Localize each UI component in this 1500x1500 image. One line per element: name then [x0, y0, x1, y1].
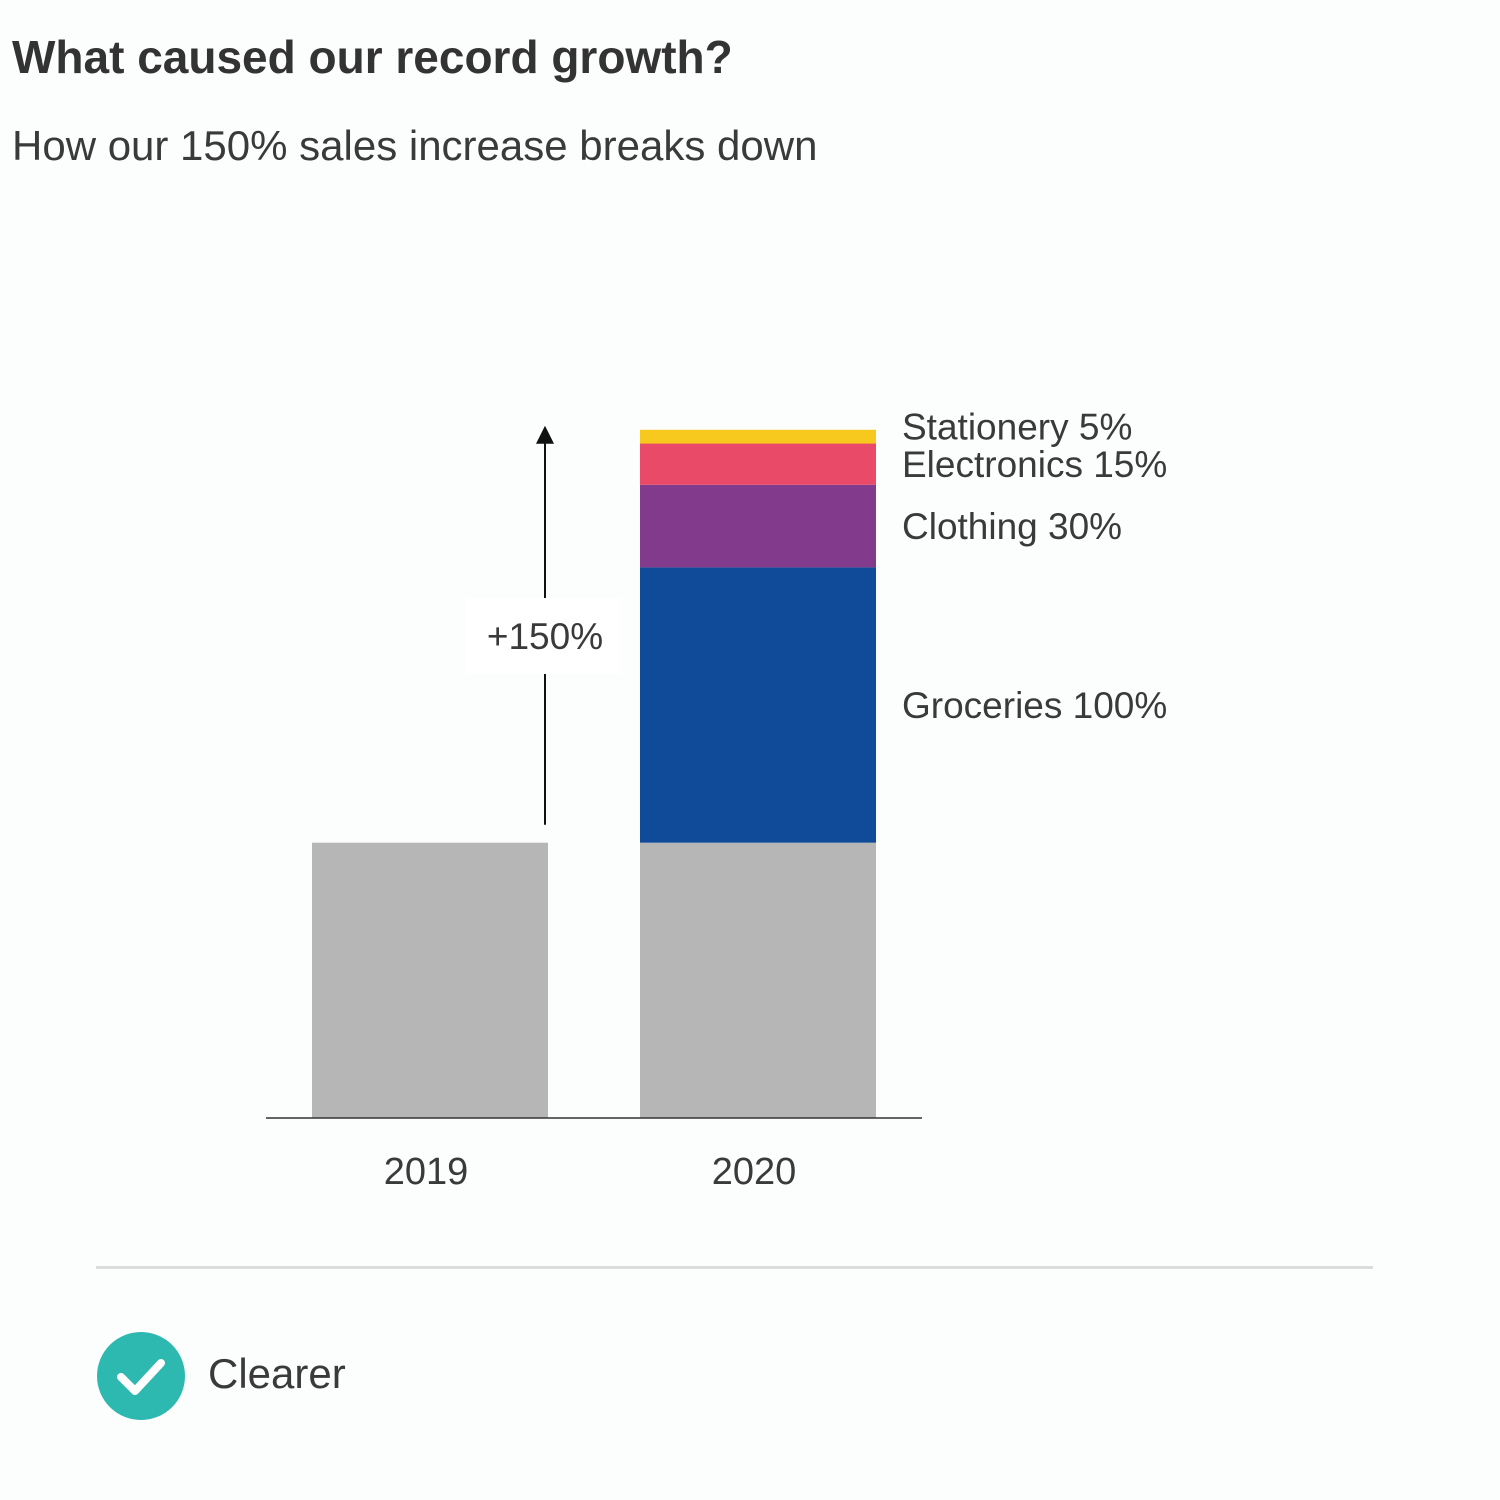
segment-label-clothing: Clothing 30% [902, 506, 1122, 547]
x-tick-label-2019: 2019 [384, 1151, 469, 1193]
segment-label-electronics: Electronics 15% [902, 444, 1167, 485]
bar-2020-stationery [640, 429, 876, 444]
divider [96, 1266, 1373, 1269]
check-icon [117, 1359, 165, 1395]
bar-2020-base [640, 842, 876, 1118]
x-tick-label-2020: 2020 [712, 1151, 797, 1193]
growth-label: +150% [487, 616, 603, 657]
badge-label: Clearer [208, 1350, 346, 1397]
bar-2020-electronics [640, 443, 876, 485]
growth-label-box [465, 598, 620, 674]
check-badge [97, 1332, 185, 1420]
growth-arrow-head [536, 425, 554, 444]
segment-label-stationery: Stationery 5% [902, 407, 1132, 448]
chart-subtitle: How our 150% sales increase breaks down [12, 122, 818, 169]
chart-title: What caused our record growth? [12, 31, 733, 83]
segment-label-groceries: Groceries 100% [902, 685, 1167, 726]
bar-2020-clothing [640, 484, 876, 568]
bar-2020-groceries [640, 567, 876, 843]
bar-2019-base [312, 842, 548, 1118]
stacked-bar-chart: 2019 2020 Groceries 100% Clothing 30% Electr… [266, 407, 1167, 1193]
